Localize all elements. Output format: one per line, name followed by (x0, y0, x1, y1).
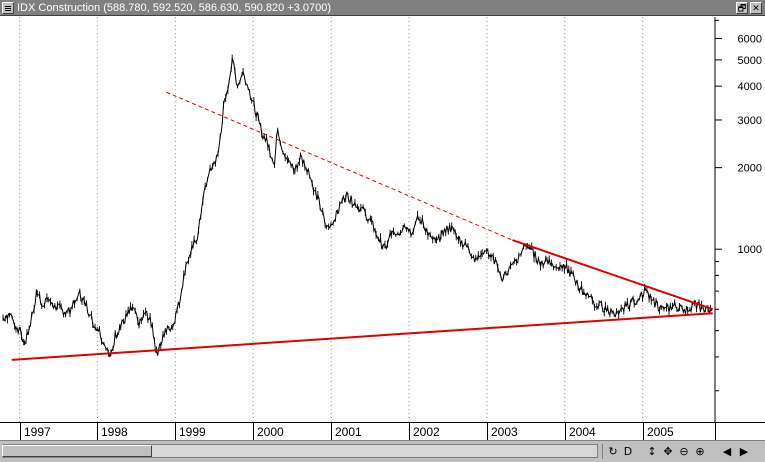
pan-tool[interactable]: ✥ (663, 445, 673, 458)
zoom-out-tool[interactable]: ⊖ (679, 445, 689, 458)
y-tick-label-2000: 2000 (738, 163, 762, 175)
restore-window-button[interactable]: 🗗 (736, 2, 748, 14)
year-tick-1998 (97, 423, 98, 441)
year-tick-2000 (253, 423, 254, 441)
scrollbar-thumb[interactable] (2, 445, 152, 457)
refresh-tool[interactable]: ↻ (608, 445, 618, 458)
chart-plot-area[interactable]: 1000 2000 3000 4000 5000 6000 (0, 17, 765, 422)
x-tick-label-2000: 2000 (257, 425, 284, 439)
year-tick-1999 (175, 423, 176, 441)
time-axis-end (715, 423, 716, 441)
vertical-resize-tool[interactable]: ↕ (647, 445, 657, 458)
x-tick-label-2001: 2001 (335, 425, 362, 439)
x-tick-label-2003: 2003 (491, 425, 518, 439)
trendline-2 (512, 239, 714, 311)
daily-period-tool[interactable]: D (623, 445, 633, 458)
y-tick-label-1000: 1000 (738, 244, 762, 256)
price-series-line (2, 57, 713, 358)
x-tick-label-1998: 1998 (101, 425, 128, 439)
y-tick-label-3000: 3000 (738, 115, 762, 127)
x-tick-label-2002: 2002 (413, 425, 440, 439)
x-tick-label-2004: 2004 (569, 425, 596, 439)
x-tick-label-2005: 2005 (647, 425, 674, 439)
y-tick-label-5000: 5000 (738, 55, 762, 67)
scroll-right-tool[interactable]: ▶ (739, 445, 749, 458)
close-window-button[interactable]: ✕ (750, 2, 762, 14)
year-tick-2005 (643, 423, 644, 441)
x-tick-label-1999: 1999 (179, 425, 206, 439)
y-tick-label-6000: 6000 (738, 33, 762, 45)
x-tick-label-1997: 1997 (24, 425, 51, 439)
scroll-left-tool[interactable]: ◀ (722, 445, 732, 458)
time-axis: 1997 1998 1999 2000 2001 2002 2003 2004 2005 (0, 422, 765, 441)
zoom-in-tool[interactable]: ⊕ (695, 445, 705, 458)
chart-window-icon[interactable] (2, 2, 14, 14)
year-tick-2001 (331, 423, 332, 441)
window-titlebar: IDX Construction (588.780, 592.520, 586.… (0, 0, 765, 16)
window-title: IDX Construction (588.780, 592.520, 586.… (17, 2, 332, 14)
year-tick-2004 (565, 423, 566, 441)
toolbar-separator (602, 444, 603, 459)
chart-toolbar: ↻ D ↕ ✥ ⊖ ⊕ ◀ ▶ (0, 440, 765, 462)
year-tick-1997 (20, 423, 21, 441)
trendline-3 (166, 91, 513, 241)
year-tick-2003 (487, 423, 488, 441)
trendline-1 (11, 312, 713, 361)
price-chart: 1000 2000 3000 4000 5000 6000 (2, 17, 762, 422)
year-tick-2002 (409, 423, 410, 441)
y-tick-label-4000: 4000 (738, 81, 762, 93)
